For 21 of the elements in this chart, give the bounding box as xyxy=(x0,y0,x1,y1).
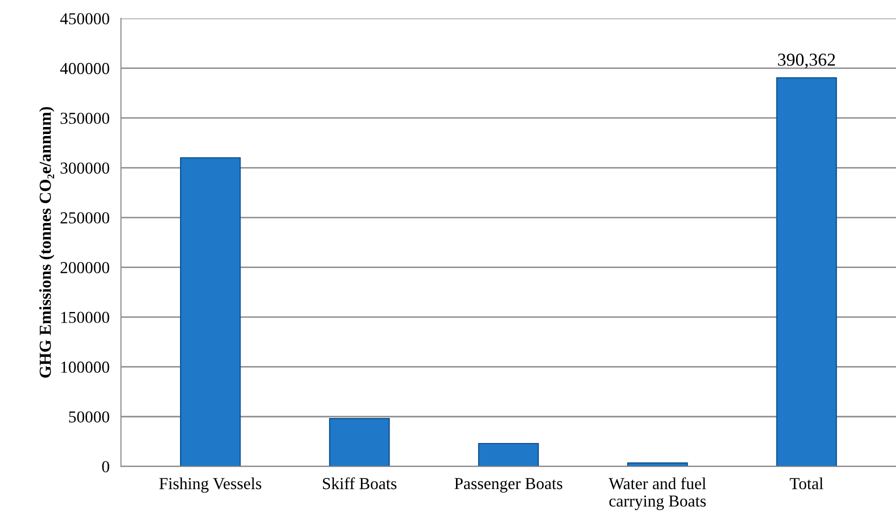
x-tick-label: Water and fuel carrying Boats xyxy=(608,477,706,510)
y-tick-label: 300000 xyxy=(60,162,110,174)
bar xyxy=(776,77,837,466)
y-tick-label: 450000 xyxy=(60,13,110,24)
bar xyxy=(180,157,241,466)
y-tick-label: 150000 xyxy=(61,312,110,324)
y-tick-label: 250000 xyxy=(60,212,110,224)
y-tick-label: 200000 xyxy=(60,262,110,274)
x-tick-label: Fishing Vessels xyxy=(159,478,262,493)
x-tick-label: Passenger Boats xyxy=(454,478,562,493)
bar xyxy=(478,442,539,466)
y-tick-label: 400000 xyxy=(60,62,110,74)
x-tick-label: Total xyxy=(790,478,824,490)
y-tick-label: 350000 xyxy=(60,112,110,124)
y-axis-title: GHG Emissions (tonnes CO₂e/annum) xyxy=(39,107,54,378)
y-tick-label: 50000 xyxy=(69,411,110,423)
bar xyxy=(329,418,390,466)
data-label: 390,362 xyxy=(778,54,835,68)
y-tick-label: 100000 xyxy=(61,362,110,373)
y-tick-label: 0 xyxy=(102,461,110,472)
x-tick-label: Skiff Boats xyxy=(322,477,396,490)
